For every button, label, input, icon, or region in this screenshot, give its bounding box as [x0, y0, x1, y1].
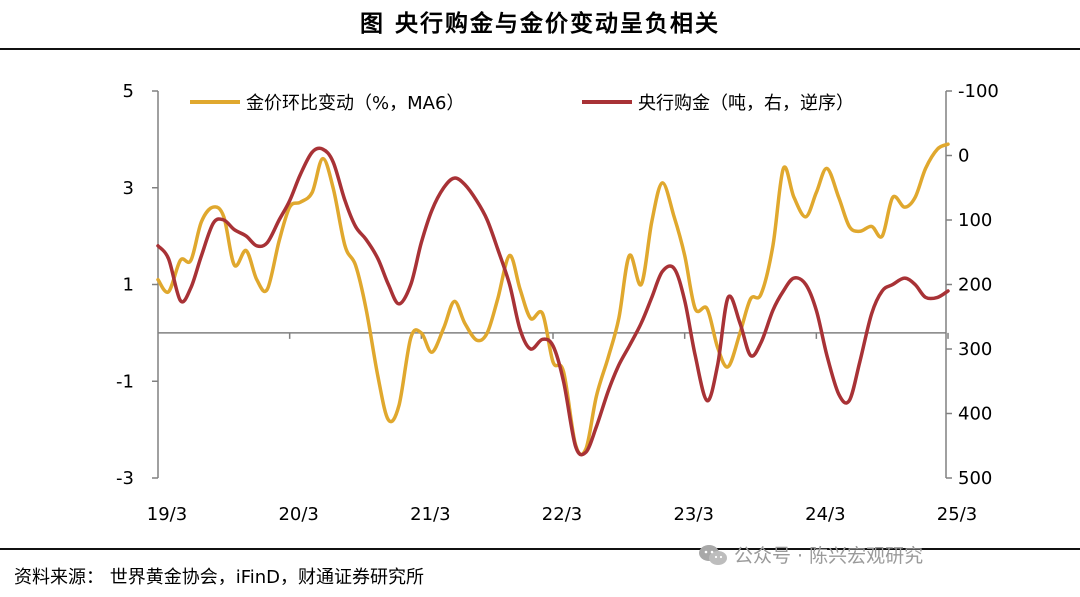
central-bank-gold-line: [156, 146, 950, 457]
left-axis-tick-label: 5: [123, 81, 134, 102]
source-note: 资料来源： 世界黄金协会，iFinD，财通证券研究所: [14, 567, 425, 588]
right-axis-tick-label: 300: [958, 339, 992, 360]
left-axis-tick-label: -1: [116, 371, 134, 392]
source-divider: [0, 548, 1080, 550]
x-axis-tick-label: 23/3: [673, 504, 713, 525]
x-axis-tick-label: 25/3: [937, 504, 977, 525]
right-axis-tick-label: 100: [958, 210, 992, 231]
watermark-text: 公众号 · 陈兴宏观研究: [734, 545, 924, 567]
right-axis-tick-label: 200: [958, 275, 992, 296]
gold-price-line: [156, 142, 950, 457]
chart-legend: 金价环比变动（%，MA6） 央行购金（吨，右，逆序）: [190, 93, 854, 114]
x-axis-tick-label: 22/3: [542, 504, 582, 525]
x-axis-tick-label: 21/3: [410, 504, 450, 525]
chart-series-layer: [156, 142, 950, 457]
left-axis-tick-label: -3: [116, 468, 134, 489]
chart-axes: 5 3 1 -1 -3 -100 0 100 200 300 400 500 19/3 20/3 21/3 2…: [116, 81, 999, 525]
left-axis-tick-label: 3: [123, 178, 134, 199]
right-axis-tick-label: 400: [958, 404, 992, 425]
x-axis-tick-label: 19/3: [147, 504, 187, 525]
left-axis-tick-label: 1: [123, 275, 134, 296]
title-divider: [0, 48, 1080, 50]
watermark: 公众号 · 陈兴宏观研究: [698, 541, 923, 568]
x-axis-tick-label: 24/3: [805, 504, 845, 525]
right-axis-tick-label: 0: [958, 146, 969, 167]
legend-label-gold-price: 金价环比变动（%，MA6）: [246, 93, 464, 114]
right-axis-tick-label: 500: [958, 468, 992, 489]
page-title: 图 央行购金与金价变动呈负相关: [359, 11, 720, 37]
right-axis-tick-label: -100: [958, 81, 999, 102]
wechat-icon: [699, 544, 727, 565]
legend-label-central-bank: 央行购金（吨，右，逆序）: [638, 93, 854, 114]
x-axis-tick-label: 20/3: [278, 504, 318, 525]
